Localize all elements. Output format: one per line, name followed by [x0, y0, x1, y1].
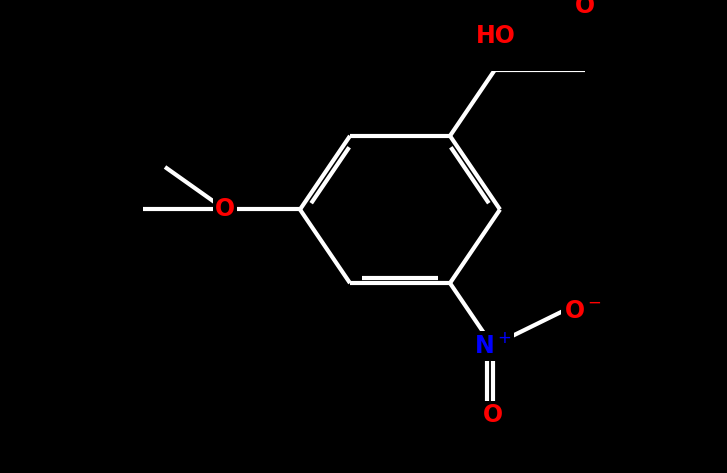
- Text: O$^-$: O$^-$: [563, 299, 601, 323]
- Text: HO: HO: [476, 24, 515, 48]
- Text: N$^+$: N$^+$: [474, 333, 511, 358]
- Text: O: O: [215, 198, 235, 221]
- Text: O: O: [483, 403, 502, 428]
- Text: O: O: [575, 0, 595, 18]
